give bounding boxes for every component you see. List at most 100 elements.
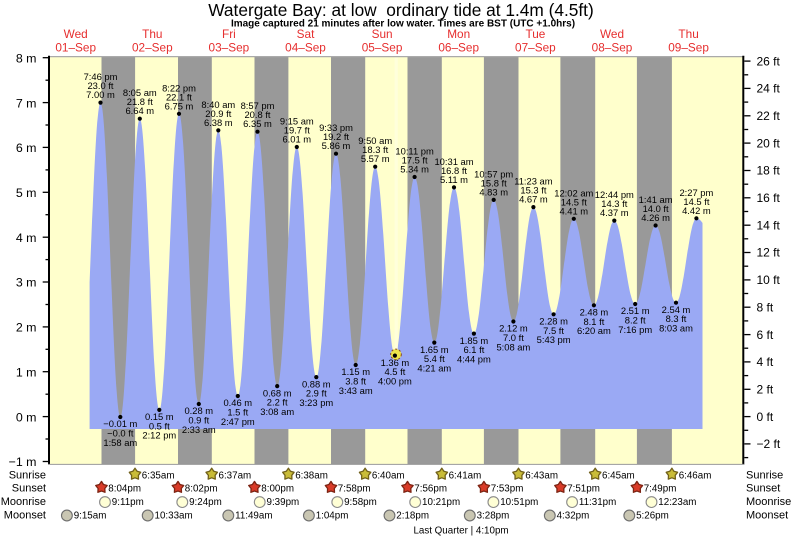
svg-text:19.7 ft: 19.7 ft <box>284 125 310 136</box>
svg-text:6.35 m: 6.35 m <box>243 118 272 129</box>
svg-text:8:05 am: 8:05 am <box>123 87 157 98</box>
svg-text:8 m: 8 m <box>16 51 37 65</box>
svg-text:2:47 pm: 2:47 pm <box>221 416 255 427</box>
svg-text:4.26 m: 4.26 m <box>641 212 670 223</box>
svg-text:14.5 ft: 14.5 ft <box>683 196 709 207</box>
svg-text:7:53pm: 7:53pm <box>491 484 524 495</box>
svg-text:Wed: Wed <box>600 27 624 41</box>
svg-text:5:26pm: 5:26pm <box>636 510 669 521</box>
svg-text:8:02pm: 8:02pm <box>185 484 218 495</box>
svg-text:10:21pm: 10:21pm <box>422 497 460 508</box>
svg-text:0.28 m: 0.28 m <box>184 405 213 416</box>
svg-text:3 m: 3 m <box>16 276 37 290</box>
svg-text:23.0 ft: 23.0 ft <box>87 80 113 91</box>
svg-text:2 ft: 2 ft <box>757 383 774 397</box>
svg-text:20 ft: 20 ft <box>757 136 781 150</box>
svg-text:6.75 m: 6.75 m <box>165 100 194 111</box>
svg-text:14 ft: 14 ft <box>757 218 781 232</box>
svg-text:8:00pm: 8:00pm <box>261 484 294 495</box>
svg-text:12:44 pm: 12:44 pm <box>595 189 634 200</box>
svg-text:7:46 pm: 7:46 pm <box>84 71 118 82</box>
svg-text:6.64 m: 6.64 m <box>125 105 154 116</box>
svg-text:0.9 ft: 0.9 ft <box>188 415 209 426</box>
svg-text:−0.01 m: −0.01 m <box>103 418 137 429</box>
svg-text:1.85 m: 1.85 m <box>460 335 489 346</box>
svg-text:0.15 m: 0.15 m <box>145 411 174 422</box>
svg-text:0.5 ft: 0.5 ft <box>149 420 170 431</box>
svg-text:6:46am: 6:46am <box>679 470 712 481</box>
svg-text:6:40am: 6:40am <box>372 470 405 481</box>
svg-text:2.48 m: 2.48 m <box>580 307 609 318</box>
svg-text:Moonrise: Moonrise <box>1 496 46 508</box>
svg-text:8:40 am: 8:40 am <box>201 99 235 110</box>
svg-text:7:51pm: 7:51pm <box>567 484 600 495</box>
svg-text:4 m: 4 m <box>16 231 37 245</box>
svg-text:1.15 m: 1.15 m <box>341 366 370 377</box>
svg-text:10:11 pm: 10:11 pm <box>395 146 434 157</box>
svg-text:16 ft: 16 ft <box>757 191 781 205</box>
svg-text:Sat: Sat <box>297 27 315 41</box>
svg-text:Moonset: Moonset <box>4 509 46 521</box>
svg-text:0 m: 0 m <box>16 410 37 424</box>
svg-text:10:51pm: 10:51pm <box>500 497 538 508</box>
svg-text:7 m: 7 m <box>16 96 37 110</box>
svg-text:03–Sep: 03–Sep <box>209 40 250 54</box>
svg-text:4.83 m: 4.83 m <box>479 186 508 197</box>
svg-text:01–Sep: 01–Sep <box>55 40 96 54</box>
svg-text:6.01 m: 6.01 m <box>282 134 311 145</box>
svg-text:−2 ft: −2 ft <box>757 437 781 451</box>
svg-text:2:27 pm: 2:27 pm <box>679 187 713 198</box>
svg-text:26 ft: 26 ft <box>757 54 781 68</box>
svg-text:2.2 ft: 2.2 ft <box>267 397 288 408</box>
svg-text:4.37 m: 4.37 m <box>600 207 629 218</box>
svg-text:4:00 pm: 4:00 pm <box>378 375 412 386</box>
svg-text:11:23 am: 11:23 am <box>514 176 553 187</box>
svg-text:−0.0 ft: −0.0 ft <box>107 428 134 439</box>
svg-text:21.8 ft: 21.8 ft <box>127 96 153 107</box>
svg-text:Tue: Tue <box>525 27 545 41</box>
svg-text:3:08 am: 3:08 am <box>260 406 294 417</box>
svg-text:Moonset: Moonset <box>746 509 788 521</box>
svg-text:6:38am: 6:38am <box>295 470 328 481</box>
svg-text:14.5 ft: 14.5 ft <box>561 196 587 207</box>
svg-text:5.4 ft: 5.4 ft <box>424 353 445 364</box>
svg-text:19.2 ft: 19.2 ft <box>323 131 349 142</box>
svg-text:22 ft: 22 ft <box>757 109 781 123</box>
svg-text:7.00 m: 7.00 m <box>86 89 115 100</box>
svg-text:1.65 m: 1.65 m <box>420 344 449 355</box>
svg-text:5 m: 5 m <box>16 186 37 200</box>
svg-text:20.8 ft: 20.8 ft <box>244 109 270 120</box>
svg-text:14.3 ft: 14.3 ft <box>601 198 627 209</box>
svg-text:22.1 ft: 22.1 ft <box>166 91 192 102</box>
svg-text:15.3 ft: 15.3 ft <box>520 185 546 196</box>
svg-text:8:03 am: 8:03 am <box>659 323 693 334</box>
svg-text:9:15am: 9:15am <box>74 510 107 521</box>
svg-text:2:18pm: 2:18pm <box>396 510 429 521</box>
svg-text:0 ft: 0 ft <box>757 410 774 424</box>
svg-text:Mon: Mon <box>447 27 470 41</box>
svg-text:18 ft: 18 ft <box>757 164 781 178</box>
svg-text:6:41am: 6:41am <box>449 470 482 481</box>
svg-text:Thu: Thu <box>678 27 698 41</box>
svg-text:Sunrise: Sunrise <box>9 469 46 481</box>
svg-text:7.5 ft: 7.5 ft <box>543 325 564 336</box>
svg-text:4.67 m: 4.67 m <box>519 194 548 205</box>
svg-text:Last Quarter | 4:10pm: Last Quarter | 4:10pm <box>413 526 508 537</box>
svg-text:7:56pm: 7:56pm <box>414 484 447 495</box>
svg-text:4.42 m: 4.42 m <box>682 205 711 216</box>
svg-text:0.46 m: 0.46 m <box>223 397 252 408</box>
svg-text:Sunrise: Sunrise <box>746 469 783 481</box>
svg-text:1 m: 1 m <box>16 365 37 379</box>
svg-text:Moonrise: Moonrise <box>746 496 791 508</box>
svg-text:1:41 am: 1:41 am <box>639 194 673 205</box>
svg-text:Sun: Sun <box>372 27 393 41</box>
svg-text:7:16 pm: 7:16 pm <box>618 324 652 335</box>
svg-text:9:24pm: 9:24pm <box>189 497 222 508</box>
svg-text:7.0 ft: 7.0 ft <box>503 332 524 343</box>
svg-text:3.8 ft: 3.8 ft <box>345 376 366 387</box>
svg-text:1.36 m: 1.36 m <box>381 357 410 368</box>
svg-text:05–Sep: 05–Sep <box>362 40 403 54</box>
svg-text:4 ft: 4 ft <box>757 355 774 369</box>
svg-text:04–Sep: 04–Sep <box>285 40 326 54</box>
svg-text:6:45am: 6:45am <box>602 470 635 481</box>
